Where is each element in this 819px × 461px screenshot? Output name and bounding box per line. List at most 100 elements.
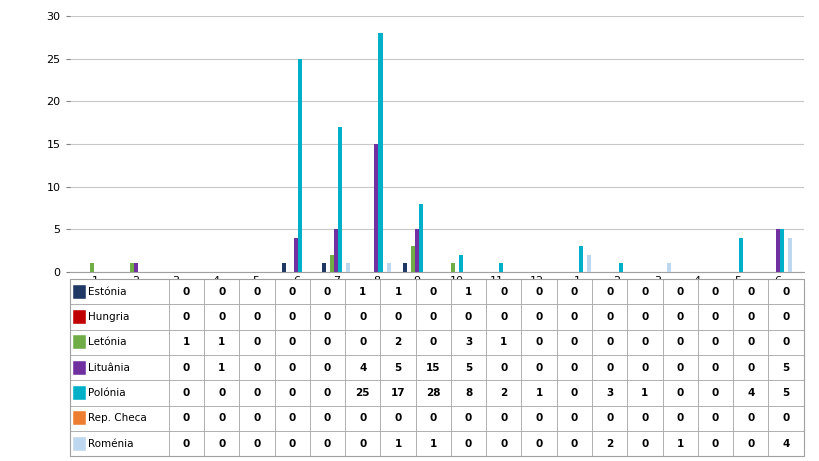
Bar bbox=[380, 406, 415, 431]
Text: 2017: 2017 bbox=[483, 300, 509, 310]
Text: 1: 1 bbox=[218, 337, 225, 347]
Bar bbox=[70, 355, 169, 380]
Bar bbox=[591, 380, 627, 406]
Text: 0: 0 bbox=[676, 312, 683, 322]
Text: 0: 0 bbox=[570, 337, 577, 347]
Text: 0: 0 bbox=[640, 337, 648, 347]
Text: 0: 0 bbox=[324, 439, 331, 449]
Bar bbox=[274, 304, 310, 330]
Text: 15: 15 bbox=[426, 363, 440, 372]
Bar bbox=[330, 255, 334, 272]
Text: 0: 0 bbox=[500, 414, 507, 423]
Bar bbox=[627, 279, 662, 304]
Text: 0: 0 bbox=[605, 337, 613, 347]
Bar bbox=[732, 330, 767, 355]
Text: 0: 0 bbox=[605, 312, 613, 322]
Bar bbox=[486, 304, 521, 330]
Bar bbox=[204, 355, 239, 380]
Text: 2: 2 bbox=[500, 388, 507, 398]
Bar bbox=[334, 230, 338, 272]
Text: 0: 0 bbox=[253, 337, 260, 347]
Bar bbox=[294, 238, 298, 272]
Bar bbox=[486, 330, 521, 355]
Text: 1: 1 bbox=[394, 439, 401, 449]
Text: 0: 0 bbox=[324, 312, 331, 322]
Text: 0: 0 bbox=[676, 337, 683, 347]
Text: 0: 0 bbox=[711, 312, 718, 322]
Bar bbox=[73, 437, 86, 451]
Text: 5: 5 bbox=[464, 363, 472, 372]
Text: 0: 0 bbox=[605, 414, 613, 423]
Bar bbox=[204, 431, 239, 456]
Bar bbox=[415, 304, 450, 330]
Text: 0: 0 bbox=[288, 363, 296, 372]
Bar bbox=[618, 264, 622, 272]
Bar bbox=[662, 406, 697, 431]
Bar bbox=[169, 431, 204, 456]
Bar bbox=[662, 380, 697, 406]
Bar bbox=[627, 355, 662, 380]
Bar bbox=[380, 380, 415, 406]
Bar bbox=[697, 431, 732, 456]
Bar bbox=[627, 406, 662, 431]
Bar bbox=[73, 386, 86, 400]
Bar bbox=[450, 279, 486, 304]
Bar bbox=[779, 230, 783, 272]
Bar bbox=[627, 330, 662, 355]
Text: 0: 0 bbox=[640, 414, 648, 423]
Text: 0: 0 bbox=[746, 312, 753, 322]
Bar bbox=[402, 264, 406, 272]
Text: 0: 0 bbox=[324, 388, 331, 398]
Bar bbox=[274, 406, 310, 431]
Text: 0: 0 bbox=[183, 287, 190, 296]
Bar bbox=[556, 279, 591, 304]
Bar bbox=[310, 431, 345, 456]
Bar bbox=[70, 279, 169, 304]
Text: 0: 0 bbox=[535, 337, 542, 347]
Bar bbox=[767, 304, 803, 330]
Bar bbox=[282, 264, 286, 272]
Bar bbox=[450, 380, 486, 406]
Bar bbox=[73, 361, 86, 375]
Text: 0: 0 bbox=[500, 363, 507, 372]
Text: 0: 0 bbox=[218, 287, 225, 296]
Text: 2017: 2017 bbox=[283, 300, 309, 310]
Text: 0: 0 bbox=[288, 287, 296, 296]
Bar bbox=[415, 355, 450, 380]
Bar bbox=[169, 279, 204, 304]
Text: 1: 1 bbox=[218, 363, 225, 372]
Text: 0: 0 bbox=[183, 312, 190, 322]
Bar bbox=[239, 279, 274, 304]
Bar bbox=[415, 279, 450, 304]
Text: 0: 0 bbox=[711, 439, 718, 449]
Bar bbox=[521, 304, 556, 330]
Bar bbox=[450, 431, 486, 456]
Text: 0: 0 bbox=[429, 337, 437, 347]
Bar bbox=[739, 238, 743, 272]
Bar bbox=[732, 406, 767, 431]
Text: 0: 0 bbox=[535, 439, 542, 449]
Bar bbox=[380, 431, 415, 456]
Bar bbox=[338, 127, 342, 272]
Text: 0: 0 bbox=[640, 439, 648, 449]
Bar bbox=[662, 279, 697, 304]
Text: 0: 0 bbox=[570, 388, 577, 398]
Text: 2017: 2017 bbox=[202, 300, 229, 310]
Text: 0: 0 bbox=[711, 287, 718, 296]
Bar bbox=[274, 279, 310, 304]
Text: 1: 1 bbox=[394, 287, 401, 296]
Bar bbox=[662, 355, 697, 380]
Bar bbox=[627, 304, 662, 330]
Text: 0: 0 bbox=[183, 439, 190, 449]
Text: 0: 0 bbox=[288, 439, 296, 449]
Bar bbox=[521, 380, 556, 406]
Text: 0: 0 bbox=[711, 363, 718, 372]
Bar bbox=[169, 380, 204, 406]
Text: 0: 0 bbox=[605, 363, 613, 372]
Text: 3: 3 bbox=[605, 388, 613, 398]
Bar bbox=[73, 411, 86, 426]
Text: 0: 0 bbox=[535, 363, 542, 372]
Text: 0: 0 bbox=[464, 312, 472, 322]
Text: 0: 0 bbox=[605, 287, 613, 296]
Text: Letónia: Letónia bbox=[88, 337, 127, 347]
